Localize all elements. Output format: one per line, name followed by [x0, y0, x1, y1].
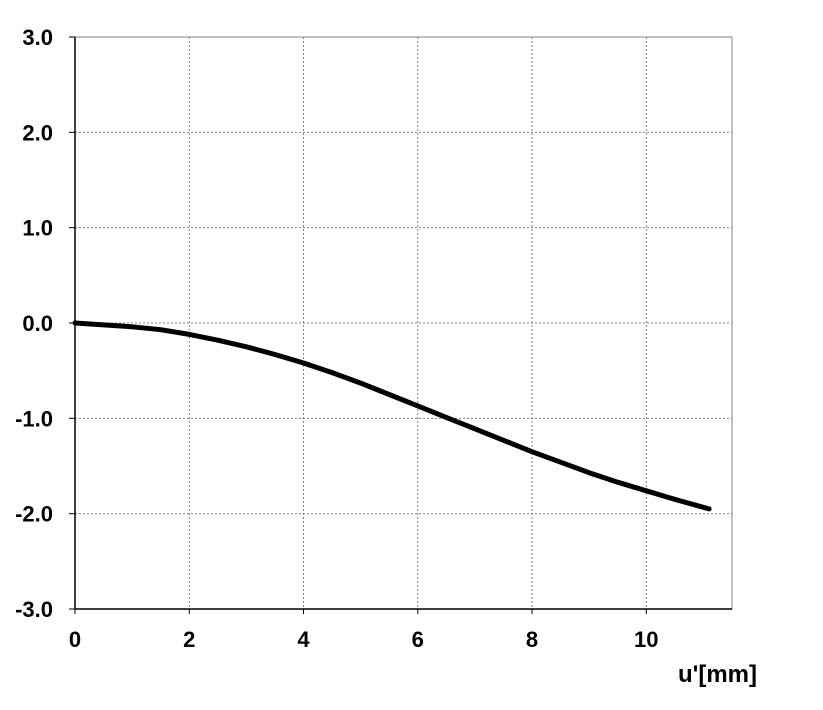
x-tick-label: 10 [634, 627, 658, 652]
y-tick-label: -1.0 [15, 406, 53, 431]
grid-layer [75, 37, 732, 609]
x-tick-label: 0 [69, 627, 81, 652]
tick-label-layer: 0 2 4 6 8 10 3.0 2.0 1.0 0.0 -1.0 -2.0 -3.0 [15, 25, 658, 652]
x-tick-label: 8 [526, 627, 538, 652]
y-tick-label: 0.0 [22, 311, 53, 336]
axis-layer [69, 36, 732, 614]
x-tick-label: 6 [412, 627, 424, 652]
y-tick-label: -2.0 [15, 502, 53, 527]
y-tick-label: 2.0 [22, 120, 53, 145]
y-tick-label: -3.0 [15, 597, 53, 622]
series-line [72, 320, 712, 512]
x-tick-label: 2 [183, 627, 195, 652]
x-axis-label: u'[mm] [678, 661, 757, 688]
y-tick-label: 3.0 [22, 25, 53, 50]
x-tick-label: 4 [297, 627, 310, 652]
y-tick-label: 1.0 [22, 216, 53, 241]
series-layer [72, 320, 712, 512]
